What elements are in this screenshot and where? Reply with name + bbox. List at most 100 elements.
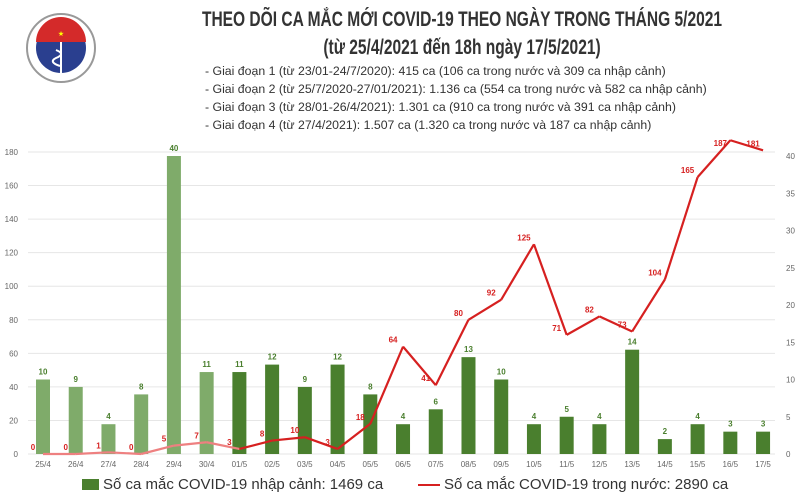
right-tick-label: 15	[786, 338, 795, 347]
line-data-label: 125	[517, 233, 531, 242]
legend-label: Số ca mắc COVID-19 nhập cảnh: 1469 ca	[103, 476, 384, 493]
bar	[297, 386, 312, 454]
line-data-label: 8	[260, 430, 265, 439]
line-segment	[304, 436, 338, 451]
x-tick-label: 15/5	[690, 460, 706, 469]
x-tick-label: 13/5	[624, 460, 640, 469]
line-segment	[75, 451, 109, 456]
svg-text:★: ★	[58, 30, 64, 38]
bar	[625, 349, 640, 454]
line-data-label: 7	[194, 431, 199, 440]
x-tick-label: 16/5	[723, 460, 739, 469]
left-tick-label: 140	[5, 215, 19, 224]
line-data-label: 0	[31, 443, 36, 452]
chart-subtitle: (từ 25/4/2021 đến 18h ngày 17/5/2021)	[323, 36, 601, 59]
bar-data-label: 11	[235, 360, 244, 369]
line-data-label: 0	[129, 443, 134, 452]
bar-data-label: 8	[368, 382, 373, 391]
bar	[232, 372, 247, 454]
bar-data-label: 2	[663, 427, 668, 436]
line-data-label: 18	[356, 413, 365, 422]
bar	[199, 372, 214, 454]
line-segment	[598, 315, 633, 333]
left-tick-label: 80	[9, 316, 18, 325]
bar-data-label: 10	[39, 368, 48, 377]
line-segment	[173, 441, 207, 447]
x-tick-label: 26/4	[68, 460, 84, 469]
bar	[330, 364, 345, 454]
bar	[134, 394, 149, 454]
bar	[396, 424, 411, 454]
bar	[657, 439, 672, 454]
bar-data-label: 13	[464, 345, 473, 354]
bar	[101, 424, 116, 454]
bar-data-label: 8	[139, 382, 144, 391]
x-tick-label: 29/4	[166, 460, 182, 469]
phase-notes: - Giai đoạn 1 (từ 23/01-24/7/2020): 415 …	[205, 62, 707, 134]
line-data-label: 92	[487, 289, 496, 298]
x-tick-label: 02/5	[264, 460, 280, 469]
right-tick-label: 0	[786, 450, 791, 459]
line-segment	[696, 139, 732, 178]
bar-data-label: 4	[532, 412, 537, 421]
bar-data-label: 9	[74, 375, 79, 384]
bar	[756, 431, 771, 454]
ministry-of-health-logo: ★	[26, 13, 96, 83]
bar-data-label: 10	[497, 368, 506, 377]
x-tick-label: 08/5	[461, 460, 477, 469]
left-tick-label: 0	[14, 450, 19, 459]
bar-data-label: 12	[268, 353, 277, 362]
note-phase-4: - Giai đoạn 4 (từ 27/4/2021): 1.507 ca (…	[205, 118, 652, 132]
line-segment	[566, 315, 600, 336]
line-data-label: 165	[681, 166, 695, 175]
line-data-label: 80	[454, 309, 463, 318]
right-tick-label: 40	[786, 152, 795, 161]
bar-data-label: 4	[695, 412, 700, 421]
line-segment	[434, 319, 470, 386]
line-data-label: 0	[64, 443, 69, 452]
legend-domestic: Số ca mắc COVID-19 trong nước: 2890 ca	[418, 476, 728, 493]
x-tick-label: 11/5	[559, 460, 575, 469]
line-data-label: 10	[290, 426, 299, 435]
line-segment	[271, 436, 305, 442]
x-tick-label: 09/5	[493, 460, 509, 469]
line-segment	[467, 298, 502, 321]
right-tick-label: 30	[786, 227, 795, 236]
legend-imported: Số ca mắc COVID-19 nhập cảnh: 1469 ca	[82, 476, 383, 493]
line-segment	[663, 176, 699, 280]
left-tick-label: 180	[5, 148, 19, 157]
right-tick-label: 10	[786, 376, 795, 385]
bar-data-label: 4	[401, 412, 406, 421]
line-data-label: 64	[389, 336, 398, 345]
line-segment	[206, 441, 240, 451]
bar-data-label: 9	[303, 375, 308, 384]
line-data-label: 3	[325, 438, 330, 447]
bar	[723, 431, 738, 454]
left-tick-label: 100	[5, 282, 19, 291]
chart-title: THEO DÕI CA MẮC MỚI COVID-19 THEO NGÀY T…	[201, 8, 723, 31]
bar	[494, 379, 509, 454]
legend-label: Số ca mắc COVID-19 trong nước: 2890 ca	[444, 476, 729, 493]
x-tick-label: 06/5	[395, 460, 411, 469]
line-data-label: 187	[714, 139, 728, 148]
bar-data-label: 4	[597, 412, 602, 421]
left-tick-label: 20	[9, 416, 18, 425]
bar-data-label: 40	[169, 144, 178, 153]
x-tick-label: 03/5	[297, 460, 313, 469]
x-tick-label: 27/4	[101, 460, 117, 469]
note-phase-2: - Giai đoạn 2 (từ 25/7/2020-27/01/2021):…	[205, 82, 707, 96]
bar	[166, 156, 181, 454]
right-tick-label: 35	[786, 189, 795, 198]
bar	[592, 424, 607, 454]
legend-swatch-bar	[82, 479, 99, 490]
left-tick-label: 160	[5, 182, 19, 191]
line-data-label: 3	[227, 438, 232, 447]
line-data-label: 71	[552, 324, 561, 333]
bar-data-label: 14	[628, 338, 637, 347]
bar-data-label: 3	[761, 420, 766, 429]
bar	[526, 424, 541, 454]
line-data-label: 5	[162, 435, 167, 444]
bar	[461, 357, 476, 454]
left-tick-label: 40	[9, 383, 18, 392]
bar-data-label: 4	[106, 412, 111, 421]
